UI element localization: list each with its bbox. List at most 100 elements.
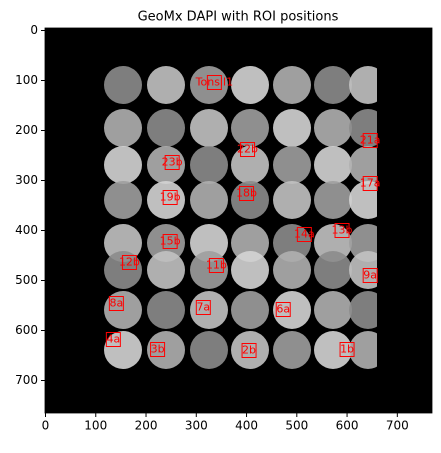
tissue-core (273, 146, 311, 184)
y-tick-label: 0 (30, 23, 38, 37)
roi-label: 7a (196, 301, 210, 314)
roi-label: 11b (206, 259, 227, 272)
roi-box (150, 342, 166, 357)
tissue-core (147, 331, 185, 369)
x-tick-label: 500 (285, 419, 308, 433)
roi-box (108, 296, 124, 311)
tissue-core (147, 109, 185, 147)
y-tick-label: 700 (15, 373, 38, 387)
roi-label: 6a (276, 303, 290, 316)
tissue-core (273, 181, 311, 219)
roi-box (208, 258, 224, 273)
roi-box (164, 155, 180, 170)
roi-label: 17a (360, 177, 381, 190)
x-tick-label: 700 (386, 419, 409, 433)
tissue-core (273, 224, 311, 262)
y-tick-label: 600 (15, 323, 38, 337)
roi-box (195, 300, 211, 315)
x-tick-label: 0 (42, 419, 50, 433)
tissue-core (314, 66, 352, 104)
tissue-core (190, 181, 228, 219)
roi-label: 13b (332, 224, 353, 237)
roi-box (241, 343, 257, 358)
x-tick-label: 600 (336, 419, 359, 433)
image-edge (377, 28, 432, 413)
tissue-core (273, 251, 311, 289)
roi-label: 9a (363, 269, 377, 282)
y-tick-label: 400 (15, 223, 38, 237)
y-tick-label: 500 (15, 273, 38, 287)
tissue-core (231, 66, 269, 104)
tissue-core (104, 146, 142, 184)
y-tick-label: 300 (15, 173, 38, 187)
tissue-core (147, 66, 185, 104)
tissue-core (314, 181, 352, 219)
roi-label: 18b (236, 187, 257, 200)
roi-label: 14a (294, 228, 315, 241)
tissue-core (314, 331, 352, 369)
tissue-core (104, 224, 142, 262)
roi-label: 21a (360, 134, 381, 147)
roi-box (275, 302, 291, 317)
x-tick-label: 200 (135, 419, 158, 433)
tissue-core (231, 291, 269, 329)
y-tick-label: 100 (15, 73, 38, 87)
tissue-core (231, 331, 269, 369)
roi-label: 23b (162, 156, 183, 169)
roi-box (362, 133, 378, 148)
tissue-core (314, 251, 352, 289)
tissue-core (104, 331, 142, 369)
tissue-core (273, 66, 311, 104)
roi-box (206, 75, 222, 90)
microscopy-image (45, 28, 432, 413)
roi-label: 4a (106, 333, 120, 346)
x-tick-label: 100 (84, 419, 107, 433)
tissue-core (314, 224, 352, 262)
tissue-core (190, 331, 228, 369)
tissue-core (273, 109, 311, 147)
roi-label: 22b (237, 143, 258, 156)
roi-box (296, 227, 312, 242)
roi-label: Tonsil1 (195, 76, 233, 89)
x-tick-label: 400 (235, 419, 258, 433)
roi-box (121, 255, 137, 270)
tissue-core (104, 109, 142, 147)
x-tick-label: 300 (185, 419, 208, 433)
roi-box (339, 342, 355, 357)
tissue-core (273, 291, 311, 329)
roi-box (362, 176, 378, 191)
roi-label: 2b (242, 344, 256, 357)
tissue-core (147, 224, 185, 262)
roi-label: 8a (109, 297, 123, 310)
roi-box (105, 332, 121, 347)
roi-box (240, 142, 256, 157)
roi-box (239, 186, 255, 201)
tissue-core (273, 331, 311, 369)
tissue-core (231, 251, 269, 289)
roi-box (162, 234, 178, 249)
roi-box (162, 190, 178, 205)
tissue-core (314, 291, 352, 329)
y-tick-label: 200 (15, 123, 38, 137)
roi-label: 1b (340, 343, 354, 356)
tissue-core (314, 146, 352, 184)
tissue-core (231, 109, 269, 147)
chart-title: GeoMx DAPI with ROI positions (138, 10, 339, 25)
axes-frame (44, 27, 433, 414)
tissue-core (190, 146, 228, 184)
tissue-core (190, 109, 228, 147)
roi-label: 12b (119, 256, 140, 269)
roi-label: 19b (160, 191, 181, 204)
tissue-core (190, 224, 228, 262)
roi-label: 3b (151, 343, 165, 356)
tissue-core (147, 291, 185, 329)
tissue-core (147, 251, 185, 289)
roi-label: 15b (160, 235, 181, 248)
roi-box (334, 223, 350, 238)
tissue-core (104, 66, 142, 104)
tissue-core (104, 181, 142, 219)
roi-box (362, 268, 378, 283)
tissue-core (231, 224, 269, 262)
tissue-core (314, 109, 352, 147)
